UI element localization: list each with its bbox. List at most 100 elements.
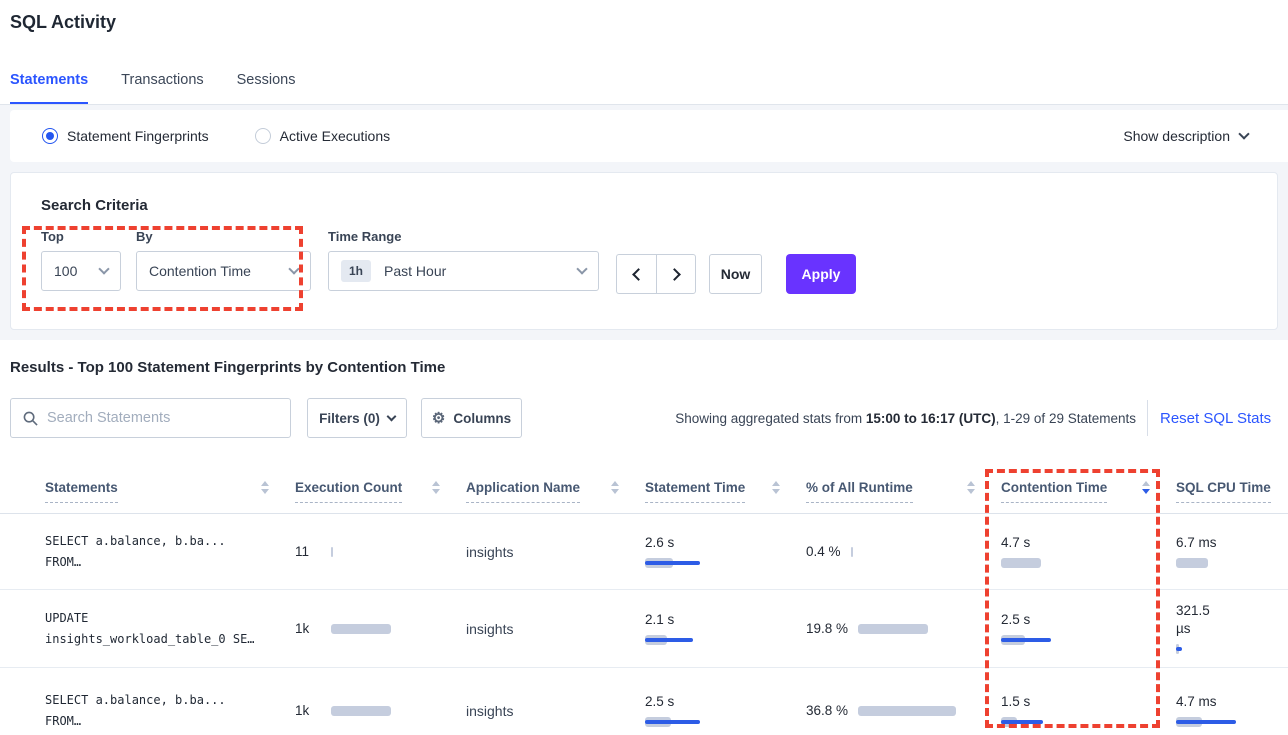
filters-label: Filters (0) <box>319 410 380 426</box>
sql-cpu-time-value: 6.7 ms <box>1176 535 1217 550</box>
arrow-left-icon <box>631 267 645 281</box>
tab-sessions[interactable]: Sessions <box>236 72 296 88</box>
table-header-row: Statements Execution Count Application N… <box>0 460 1288 514</box>
contention-time-cell: 2.5 s <box>1001 611 1176 646</box>
chevron-down-icon <box>1238 128 1250 140</box>
pct-runtime-value: 0.4 % <box>806 543 841 559</box>
by-select[interactable]: Contention Time <box>136 251 311 291</box>
contention-time-bar <box>1001 557 1041 569</box>
execution-count-cell: 1k <box>295 703 466 718</box>
table-body: SELECT a.balance, b.ba... FROM… 11 insig… <box>0 514 1288 735</box>
statement-time-value: 2.5 s <box>645 694 675 709</box>
reset-sql-stats-link[interactable]: Reset SQL Stats <box>1160 409 1272 427</box>
tab-transactions[interactable]: Transactions <box>121 72 204 88</box>
statement-line1: SELECT a.balance, b.ba... <box>45 692 226 707</box>
pct-runtime-bar <box>850 546 857 558</box>
sort-icon <box>261 481 269 494</box>
sort-desc-icon <box>1142 481 1150 494</box>
gear-icon: ⚙ <box>431 409 446 427</box>
table-row: SELECT a.balance, b.ba... FROM… 1k insig… <box>0 668 1288 735</box>
aggregated-stats-text: Showing aggregated stats from 15:00 to 1… <box>675 398 1136 438</box>
time-range-label: Time Range <box>328 229 402 244</box>
pct-runtime-value: 36.8 % <box>806 702 849 718</box>
column-header-statement-time[interactable]: Statement Time <box>645 480 806 513</box>
column-header-pct-runtime[interactable]: % of All Runtime <box>806 480 1001 513</box>
sql-cpu-time-cell: 6.7 ms <box>1176 534 1288 569</box>
show-description-toggle[interactable]: Show description <box>1123 110 1250 162</box>
toolbar-divider <box>1147 400 1148 436</box>
top-select[interactable]: 100 <box>41 251 121 291</box>
columns-button[interactable]: ⚙ Columns <box>421 398 522 438</box>
statement-line1: SELECT a.balance, b.ba... <box>45 533 226 548</box>
top-field: Top 100 <box>41 229 121 291</box>
radio-active-executions[interactable]: Active Executions <box>254 128 390 144</box>
statement-line1: UPDATE <box>45 610 89 625</box>
by-field: By Contention Time <box>136 229 311 291</box>
stats-time-range: 15:00 to 16:17 (UTC) <box>865 410 996 426</box>
statement-link[interactable]: SELECT a.balance, b.ba... FROM… <box>45 690 295 732</box>
radio-statement-fingerprints[interactable]: Statement Fingerprints <box>42 128 209 144</box>
statement-line2: FROM… <box>45 554 82 569</box>
top-select-value: 100 <box>54 263 78 279</box>
statement-time-value: 2.6 s <box>645 535 675 550</box>
column-header-contention-time[interactable]: Contention Time <box>1001 480 1176 513</box>
statement-link[interactable]: UPDATE insights_workload_table_0 SE… <box>45 608 295 650</box>
column-header-sql-cpu-time[interactable]: SQL CPU Time <box>1176 480 1288 513</box>
statement-time-bar <box>645 557 700 569</box>
search-input[interactable] <box>47 410 278 426</box>
previous-interval-button[interactable] <box>616 254 656 294</box>
sort-icon <box>967 481 975 494</box>
stats-prefix: Showing aggregated stats from <box>675 410 866 426</box>
column-label: Contention Time <box>1001 480 1108 503</box>
results-heading: Results - Top 100 Statement Fingerprints… <box>10 359 446 376</box>
statement-time-bar <box>645 634 693 646</box>
column-label: % of All Runtime <box>806 480 913 503</box>
statement-line2: FROM… <box>45 713 82 728</box>
application-name-cell: insights <box>466 702 514 719</box>
column-header-application-name[interactable]: Application Name <box>466 480 645 513</box>
view-toggle-card: Statement Fingerprints Active Executions… <box>10 110 1288 162</box>
table-row: UPDATE insights_workload_table_0 SE… 1k … <box>0 590 1288 668</box>
statement-line2: insights_workload_table_0 SE… <box>45 631 255 646</box>
column-header-statements[interactable]: Statements <box>45 480 295 513</box>
sql-cpu-time-value: 321.5 µs <box>1176 603 1210 636</box>
column-label: Statements <box>45 480 118 503</box>
stats-suffix: , 1-29 of 29 Statements <box>995 410 1136 426</box>
time-range-select[interactable]: 1h Past Hour <box>328 251 599 291</box>
execution-count-cell: 1k <box>295 621 466 636</box>
results-toolbar: Filters (0) ⚙ Columns Showing aggregated… <box>0 398 1288 438</box>
execution-count-bar <box>331 623 391 635</box>
search-box <box>10 398 291 438</box>
pct-runtime-cell: 0.4 % <box>806 542 1001 562</box>
execution-count-value: 11 <box>295 544 310 559</box>
tab-bar: Statements Transactions Sessions <box>10 72 295 105</box>
sql-cpu-time-bar <box>1176 557 1208 569</box>
sort-icon <box>772 481 780 494</box>
column-header-execution-count[interactable]: Execution Count <box>295 480 466 513</box>
page-title: SQL Activity <box>10 12 117 32</box>
by-select-value: Contention Time <box>149 263 251 279</box>
by-label: By <box>136 229 153 244</box>
sql-cpu-time-cell: 4.7 ms <box>1176 693 1288 728</box>
apply-button[interactable]: Apply <box>786 254 856 294</box>
contention-time-cell: 4.7 s <box>1001 534 1176 569</box>
filters-button[interactable]: Filters (0) <box>307 398 407 438</box>
tab-statements[interactable]: Statements <box>10 72 89 105</box>
chevron-down-icon <box>98 263 110 275</box>
show-description-label: Show description <box>1123 128 1230 144</box>
pct-runtime-cell: 36.8 % <box>806 701 1001 721</box>
application-name-cell: insights <box>466 543 514 560</box>
sort-icon <box>432 481 440 494</box>
now-button[interactable]: Now <box>709 254 762 294</box>
column-label: Statement Time <box>645 480 746 503</box>
search-criteria-heading: Search Criteria <box>41 197 148 214</box>
statement-link[interactable]: SELECT a.balance, b.ba... FROM… <box>45 531 295 573</box>
next-interval-button[interactable] <box>656 254 696 294</box>
time-pager <box>616 254 697 294</box>
statement-time-value: 2.1 s <box>645 612 675 627</box>
radio-selected-icon <box>42 128 58 144</box>
pct-runtime-bar <box>858 705 958 717</box>
search-criteria-card: Search Criteria Top 100 By Contention Ti… <box>10 172 1278 330</box>
pct-runtime-bar <box>858 623 932 635</box>
